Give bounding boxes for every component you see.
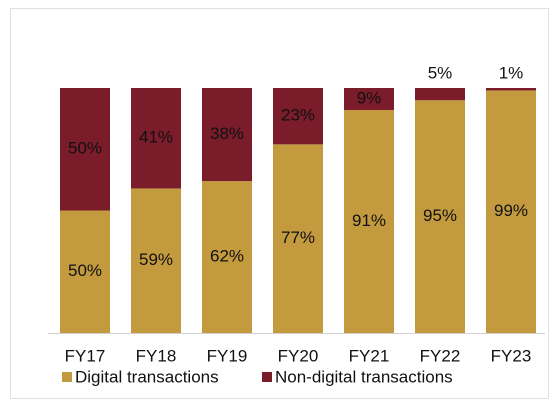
data-label: 95% [423,206,457,225]
data-label: 50% [68,261,102,280]
bar-segment [344,88,394,111]
bar-segment [131,188,181,333]
bar-segment [273,144,323,333]
data-label: 9% [357,89,382,108]
x-tick-label: FY21 [349,346,390,365]
x-tick-label: FY22 [420,346,461,365]
data-label: 59% [139,250,173,269]
data-label: 50% [68,139,102,158]
data-label: 77% [281,228,315,247]
bar-segment [344,110,394,333]
bar-segment [273,88,323,145]
bar-segment [60,210,110,333]
legend-swatch [62,372,72,382]
legend-label: Digital transactions [75,367,219,386]
data-label: 5% [428,63,453,82]
x-tick-label: FY17 [65,346,106,365]
legend-swatch [262,372,272,382]
data-label: 23% [281,106,315,125]
x-tick-label: FY19 [207,346,248,365]
data-label: 62% [210,247,244,266]
data-label: 41% [139,128,173,147]
x-tick-label: FY20 [278,346,319,365]
bar-segment [415,100,465,333]
data-label: 1% [499,63,524,82]
data-label: 91% [352,211,386,230]
bar-segment [60,88,110,211]
x-tick-label: FY18 [136,346,177,365]
legend-label: Non-digital transactions [275,367,453,386]
bar-segment [202,88,252,182]
bar-segment [415,88,465,101]
bar-segment [131,88,181,189]
frame [10,8,549,399]
bar-segment [486,90,536,333]
data-label: 99% [494,201,528,220]
data-label: 38% [210,124,244,143]
bar-segment [202,181,252,333]
bar-segment [486,88,536,91]
x-tick-label: FY23 [491,346,532,365]
